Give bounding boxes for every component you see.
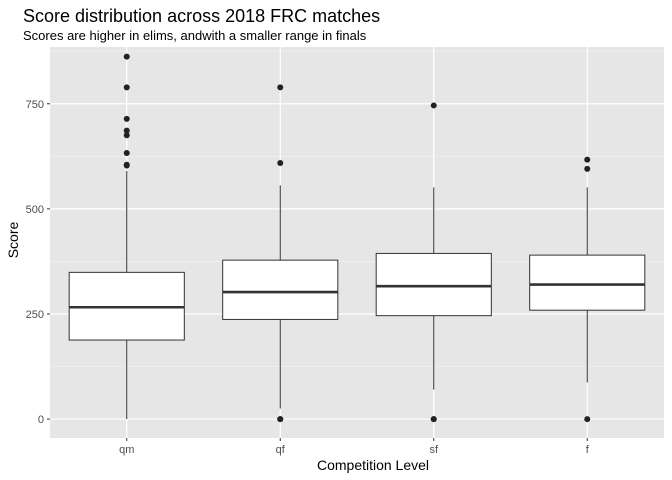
y-tick-label: 500 bbox=[26, 204, 44, 216]
outlier-point bbox=[277, 160, 284, 167]
chart-title: Score distribution across 2018 FRC match… bbox=[23, 6, 380, 26]
outlier-point bbox=[584, 156, 591, 163]
outlier-point bbox=[123, 115, 130, 122]
box-f bbox=[529, 156, 646, 423]
iqr-box bbox=[529, 254, 646, 311]
box-layer bbox=[68, 53, 646, 423]
outlier-point bbox=[584, 416, 591, 423]
outlier-point bbox=[123, 132, 130, 139]
box-sf bbox=[375, 102, 492, 423]
x-axis: qm qf sf f bbox=[119, 438, 590, 456]
y-tick-label: 750 bbox=[26, 99, 44, 111]
x-axis-label: Competition Level bbox=[317, 457, 429, 473]
outlier-point bbox=[123, 53, 130, 60]
x-tick-label: f bbox=[586, 444, 590, 456]
iqr-box bbox=[222, 259, 339, 320]
box-qf bbox=[222, 84, 339, 423]
outlier-point bbox=[123, 161, 130, 168]
outlier-point bbox=[584, 165, 591, 172]
y-tick-label: 0 bbox=[38, 414, 44, 426]
x-tick-label: qm bbox=[119, 444, 134, 456]
outlier-point bbox=[123, 149, 130, 156]
y-axis-label: Score bbox=[5, 222, 21, 259]
outlier-point bbox=[277, 416, 284, 423]
x-tick-label: sf bbox=[429, 444, 439, 456]
y-axis: 0 250 500 750 bbox=[26, 99, 50, 426]
box-qm bbox=[68, 53, 185, 420]
y-tick-label: 250 bbox=[26, 309, 44, 321]
outlier-point bbox=[123, 127, 130, 134]
iqr-box bbox=[375, 252, 492, 317]
plot-panel bbox=[50, 47, 664, 438]
outlier-point bbox=[430, 102, 437, 109]
outlier-point bbox=[277, 84, 284, 91]
outlier-point bbox=[123, 84, 130, 91]
chart-subtitle: Scores are higher in elims, andwith a sm… bbox=[23, 28, 367, 43]
x-tick-label: qf bbox=[276, 444, 286, 456]
outlier-point bbox=[430, 416, 437, 423]
